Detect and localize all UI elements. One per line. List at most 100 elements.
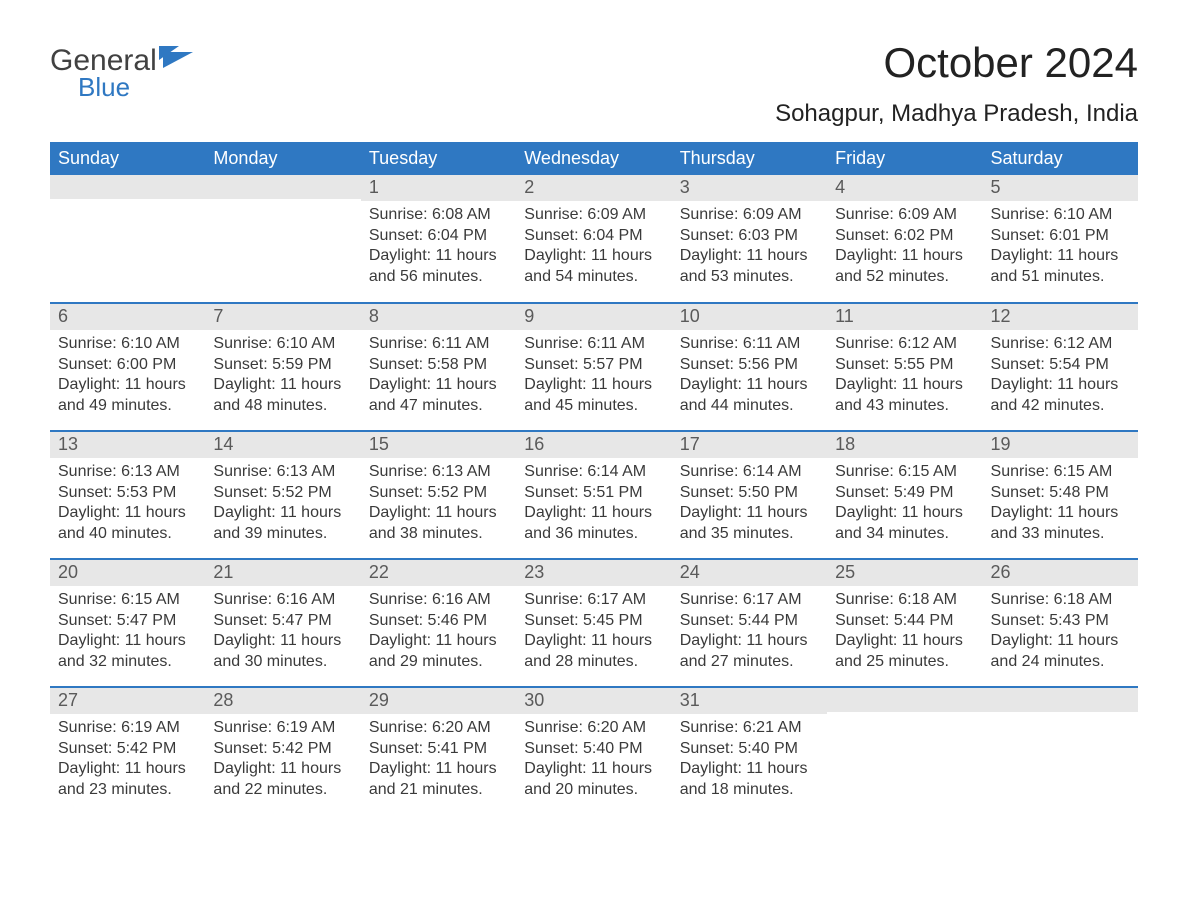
day-body: Sunrise: 6:16 AMSunset: 5:46 PMDaylight:… [361,586,516,681]
day-body: Sunrise: 6:21 AMSunset: 5:40 PMDaylight:… [672,714,827,809]
daylight-text: Daylight: 11 hours and 43 minutes. [835,375,974,417]
day-body: Sunrise: 6:19 AMSunset: 5:42 PMDaylight:… [205,714,360,809]
sunrise-text: Sunrise: 6:17 AM [680,590,819,611]
calendar-cell [50,175,205,303]
sunrise-text: Sunrise: 6:16 AM [369,590,508,611]
weekday-header: Monday [205,142,360,175]
calendar-cell: 24Sunrise: 6:17 AMSunset: 5:44 PMDayligh… [672,559,827,687]
sunset-text: Sunset: 5:52 PM [213,483,352,504]
sunset-text: Sunset: 5:44 PM [835,611,974,632]
day-body: Sunrise: 6:08 AMSunset: 6:04 PMDaylight:… [361,201,516,296]
daylight-text: Daylight: 11 hours and 48 minutes. [213,375,352,417]
calendar-cell: 13Sunrise: 6:13 AMSunset: 5:53 PMDayligh… [50,431,205,559]
day-body: Sunrise: 6:20 AMSunset: 5:41 PMDaylight:… [361,714,516,809]
daylight-text: Daylight: 11 hours and 32 minutes. [58,631,197,673]
calendar-cell [983,687,1138,815]
calendar-cell: 21Sunrise: 6:16 AMSunset: 5:47 PMDayligh… [205,559,360,687]
calendar-cell: 29Sunrise: 6:20 AMSunset: 5:41 PMDayligh… [361,687,516,815]
day-body: Sunrise: 6:20 AMSunset: 5:40 PMDaylight:… [516,714,671,809]
calendar-head: SundayMondayTuesdayWednesdayThursdayFrid… [50,142,1138,175]
day-number: 4 [827,175,982,201]
sunrise-text: Sunrise: 6:10 AM [58,334,197,355]
day-number: 27 [50,688,205,714]
sunrise-text: Sunrise: 6:18 AM [991,590,1130,611]
day-number: 9 [516,304,671,330]
daylight-text: Daylight: 11 hours and 35 minutes. [680,503,819,545]
sunset-text: Sunset: 5:44 PM [680,611,819,632]
day-body: Sunrise: 6:19 AMSunset: 5:42 PMDaylight:… [50,714,205,809]
sunset-text: Sunset: 5:47 PM [213,611,352,632]
day-body: Sunrise: 6:18 AMSunset: 5:44 PMDaylight:… [827,586,982,681]
weekday-header: Thursday [672,142,827,175]
sunset-text: Sunset: 6:04 PM [524,226,663,247]
sunrise-text: Sunrise: 6:15 AM [835,462,974,483]
top-bar: General Blue October 2024 Sohagpur, Madh… [50,40,1138,128]
daylight-text: Daylight: 11 hours and 49 minutes. [58,375,197,417]
day-number: 25 [827,560,982,586]
daylight-text: Daylight: 11 hours and 25 minutes. [835,631,974,673]
day-number: 31 [672,688,827,714]
title-block: October 2024 Sohagpur, Madhya Pradesh, I… [775,40,1138,128]
daylight-text: Daylight: 11 hours and 23 minutes. [58,759,197,801]
day-body: Sunrise: 6:09 AMSunset: 6:02 PMDaylight:… [827,201,982,296]
day-body: Sunrise: 6:09 AMSunset: 6:04 PMDaylight:… [516,201,671,296]
calendar-cell: 25Sunrise: 6:18 AMSunset: 5:44 PMDayligh… [827,559,982,687]
calendar-cell: 16Sunrise: 6:14 AMSunset: 5:51 PMDayligh… [516,431,671,559]
sunset-text: Sunset: 5:55 PM [835,355,974,376]
day-number: 29 [361,688,516,714]
calendar-week: 1Sunrise: 6:08 AMSunset: 6:04 PMDaylight… [50,175,1138,303]
day-body: Sunrise: 6:15 AMSunset: 5:47 PMDaylight:… [50,586,205,681]
calendar-cell: 15Sunrise: 6:13 AMSunset: 5:52 PMDayligh… [361,431,516,559]
sunrise-text: Sunrise: 6:12 AM [991,334,1130,355]
sunrise-text: Sunrise: 6:13 AM [58,462,197,483]
calendar-week: 13Sunrise: 6:13 AMSunset: 5:53 PMDayligh… [50,431,1138,559]
month-title: October 2024 [775,40,1138,86]
day-body: Sunrise: 6:14 AMSunset: 5:51 PMDaylight:… [516,458,671,553]
day-body: Sunrise: 6:13 AMSunset: 5:52 PMDaylight:… [205,458,360,553]
daylight-text: Daylight: 11 hours and 33 minutes. [991,503,1130,545]
day-body: Sunrise: 6:10 AMSunset: 6:00 PMDaylight:… [50,330,205,425]
day-number: 12 [983,304,1138,330]
sunset-text: Sunset: 5:42 PM [58,739,197,760]
day-number: 5 [983,175,1138,201]
sunset-text: Sunset: 5:42 PM [213,739,352,760]
sunset-text: Sunset: 6:00 PM [58,355,197,376]
day-body: Sunrise: 6:15 AMSunset: 5:49 PMDaylight:… [827,458,982,553]
calendar-cell: 3Sunrise: 6:09 AMSunset: 6:03 PMDaylight… [672,175,827,303]
sunset-text: Sunset: 5:46 PM [369,611,508,632]
sunrise-text: Sunrise: 6:09 AM [835,205,974,226]
daylight-text: Daylight: 11 hours and 39 minutes. [213,503,352,545]
day-number: 23 [516,560,671,586]
calendar-cell: 12Sunrise: 6:12 AMSunset: 5:54 PMDayligh… [983,303,1138,431]
calendar-cell: 20Sunrise: 6:15 AMSunset: 5:47 PMDayligh… [50,559,205,687]
sunrise-text: Sunrise: 6:11 AM [369,334,508,355]
day-number: 22 [361,560,516,586]
sunrise-text: Sunrise: 6:09 AM [680,205,819,226]
calendar-table: SundayMondayTuesdayWednesdayThursdayFrid… [50,142,1138,815]
sunrise-text: Sunrise: 6:15 AM [991,462,1130,483]
daylight-text: Daylight: 11 hours and 56 minutes. [369,246,508,288]
sunrise-text: Sunrise: 6:18 AM [835,590,974,611]
sunrise-text: Sunrise: 6:20 AM [369,718,508,739]
daylight-text: Daylight: 11 hours and 44 minutes. [680,375,819,417]
sunrise-text: Sunrise: 6:14 AM [680,462,819,483]
sunset-text: Sunset: 6:02 PM [835,226,974,247]
calendar-cell: 26Sunrise: 6:18 AMSunset: 5:43 PMDayligh… [983,559,1138,687]
daylight-text: Daylight: 11 hours and 34 minutes. [835,503,974,545]
sunrise-text: Sunrise: 6:11 AM [680,334,819,355]
calendar-cell: 1Sunrise: 6:08 AMSunset: 6:04 PMDaylight… [361,175,516,303]
day-number: 6 [50,304,205,330]
calendar-cell: 22Sunrise: 6:16 AMSunset: 5:46 PMDayligh… [361,559,516,687]
daylight-text: Daylight: 11 hours and 45 minutes. [524,375,663,417]
day-number: 11 [827,304,982,330]
day-number: 14 [205,432,360,458]
calendar-cell: 30Sunrise: 6:20 AMSunset: 5:40 PMDayligh… [516,687,671,815]
calendar-cell: 11Sunrise: 6:12 AMSunset: 5:55 PMDayligh… [827,303,982,431]
sunrise-text: Sunrise: 6:11 AM [524,334,663,355]
calendar-cell: 18Sunrise: 6:15 AMSunset: 5:49 PMDayligh… [827,431,982,559]
weekday-header: Saturday [983,142,1138,175]
sunset-text: Sunset: 5:54 PM [991,355,1130,376]
logo-mark-icon [159,46,193,68]
daylight-text: Daylight: 11 hours and 52 minutes. [835,246,974,288]
sunset-text: Sunset: 5:43 PM [991,611,1130,632]
